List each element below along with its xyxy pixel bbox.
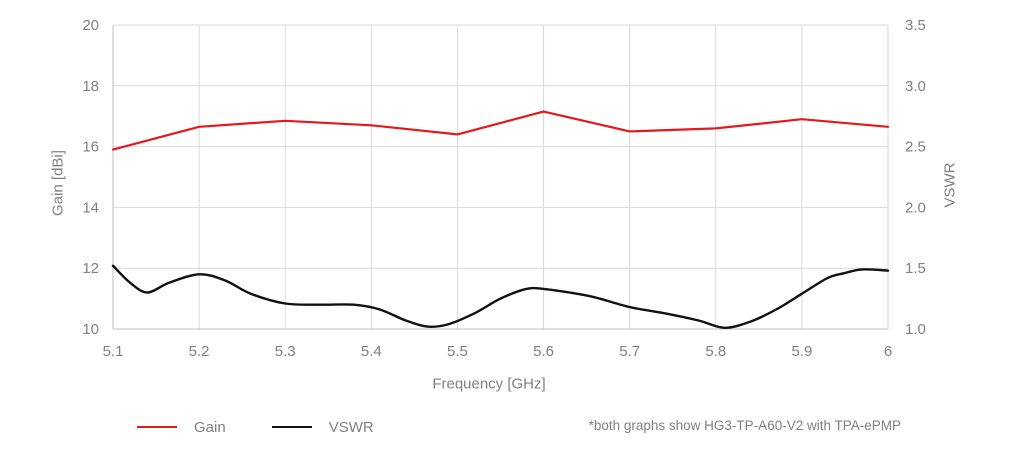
y-right-tick-label: 3.5 bbox=[905, 17, 926, 34]
vswr-line-swatch bbox=[271, 426, 312, 428]
legend-item-gain: Gain bbox=[137, 417, 226, 437]
legend-label-vswr: VSWR bbox=[328, 418, 374, 436]
x-tick-label: 5.2 bbox=[189, 343, 210, 360]
y-right-tick-label: 2.0 bbox=[905, 199, 926, 216]
y-left-tick-label: 10 bbox=[82, 321, 99, 338]
x-tick-label: 5.8 bbox=[705, 343, 726, 360]
y-left-tick-label: 16 bbox=[82, 139, 99, 156]
chart-footnote: *both graphs show HG3-TP-A60-V2 with TPA… bbox=[588, 418, 901, 433]
x-tick-label: 5.6 bbox=[533, 343, 554, 360]
y-left-tick-label: 12 bbox=[82, 260, 99, 277]
gain-line bbox=[111, 110, 890, 151]
x-axis-title: Frequency [GHz] bbox=[432, 375, 546, 393]
x-tick-label: 5.1 bbox=[103, 343, 124, 360]
x-tick-label: 5.5 bbox=[447, 343, 468, 360]
x-tick-label: 6 bbox=[884, 343, 892, 360]
y-axis-title-gain: Gain [dBi] bbox=[49, 150, 67, 216]
y-right-tick-label: 2.5 bbox=[905, 139, 926, 156]
y-right-tick-label: 1.5 bbox=[905, 260, 926, 277]
x-tick-label: 5.4 bbox=[361, 343, 382, 360]
chart-plot-area: 5.1 5.2 5.3 5.4 5.5 5.6 5.7 5.8 5.9 6 10 12 14 16 18 20… bbox=[82, 17, 926, 360]
y-right-tick-label: 1.0 bbox=[905, 321, 926, 338]
gain-line-swatch bbox=[137, 426, 177, 428]
y-left-tick-label: 14 bbox=[82, 199, 99, 216]
legend: Gain VSWR bbox=[137, 417, 374, 437]
x-tick-label: 5.7 bbox=[619, 343, 640, 360]
y-right-tick-label: 3.0 bbox=[905, 78, 926, 95]
y-left-tick-label: 20 bbox=[82, 17, 99, 34]
x-tick-label: 5.9 bbox=[791, 343, 812, 360]
vswr-line bbox=[111, 264, 890, 330]
legend-label-gain: Gain bbox=[194, 418, 226, 436]
legend-item-vswr: VSWR bbox=[271, 417, 374, 437]
x-tick-label: 5.3 bbox=[275, 343, 296, 360]
y-left-tick-label: 18 bbox=[82, 78, 99, 95]
y-axis-title-vswr: VSWR bbox=[941, 162, 959, 208]
